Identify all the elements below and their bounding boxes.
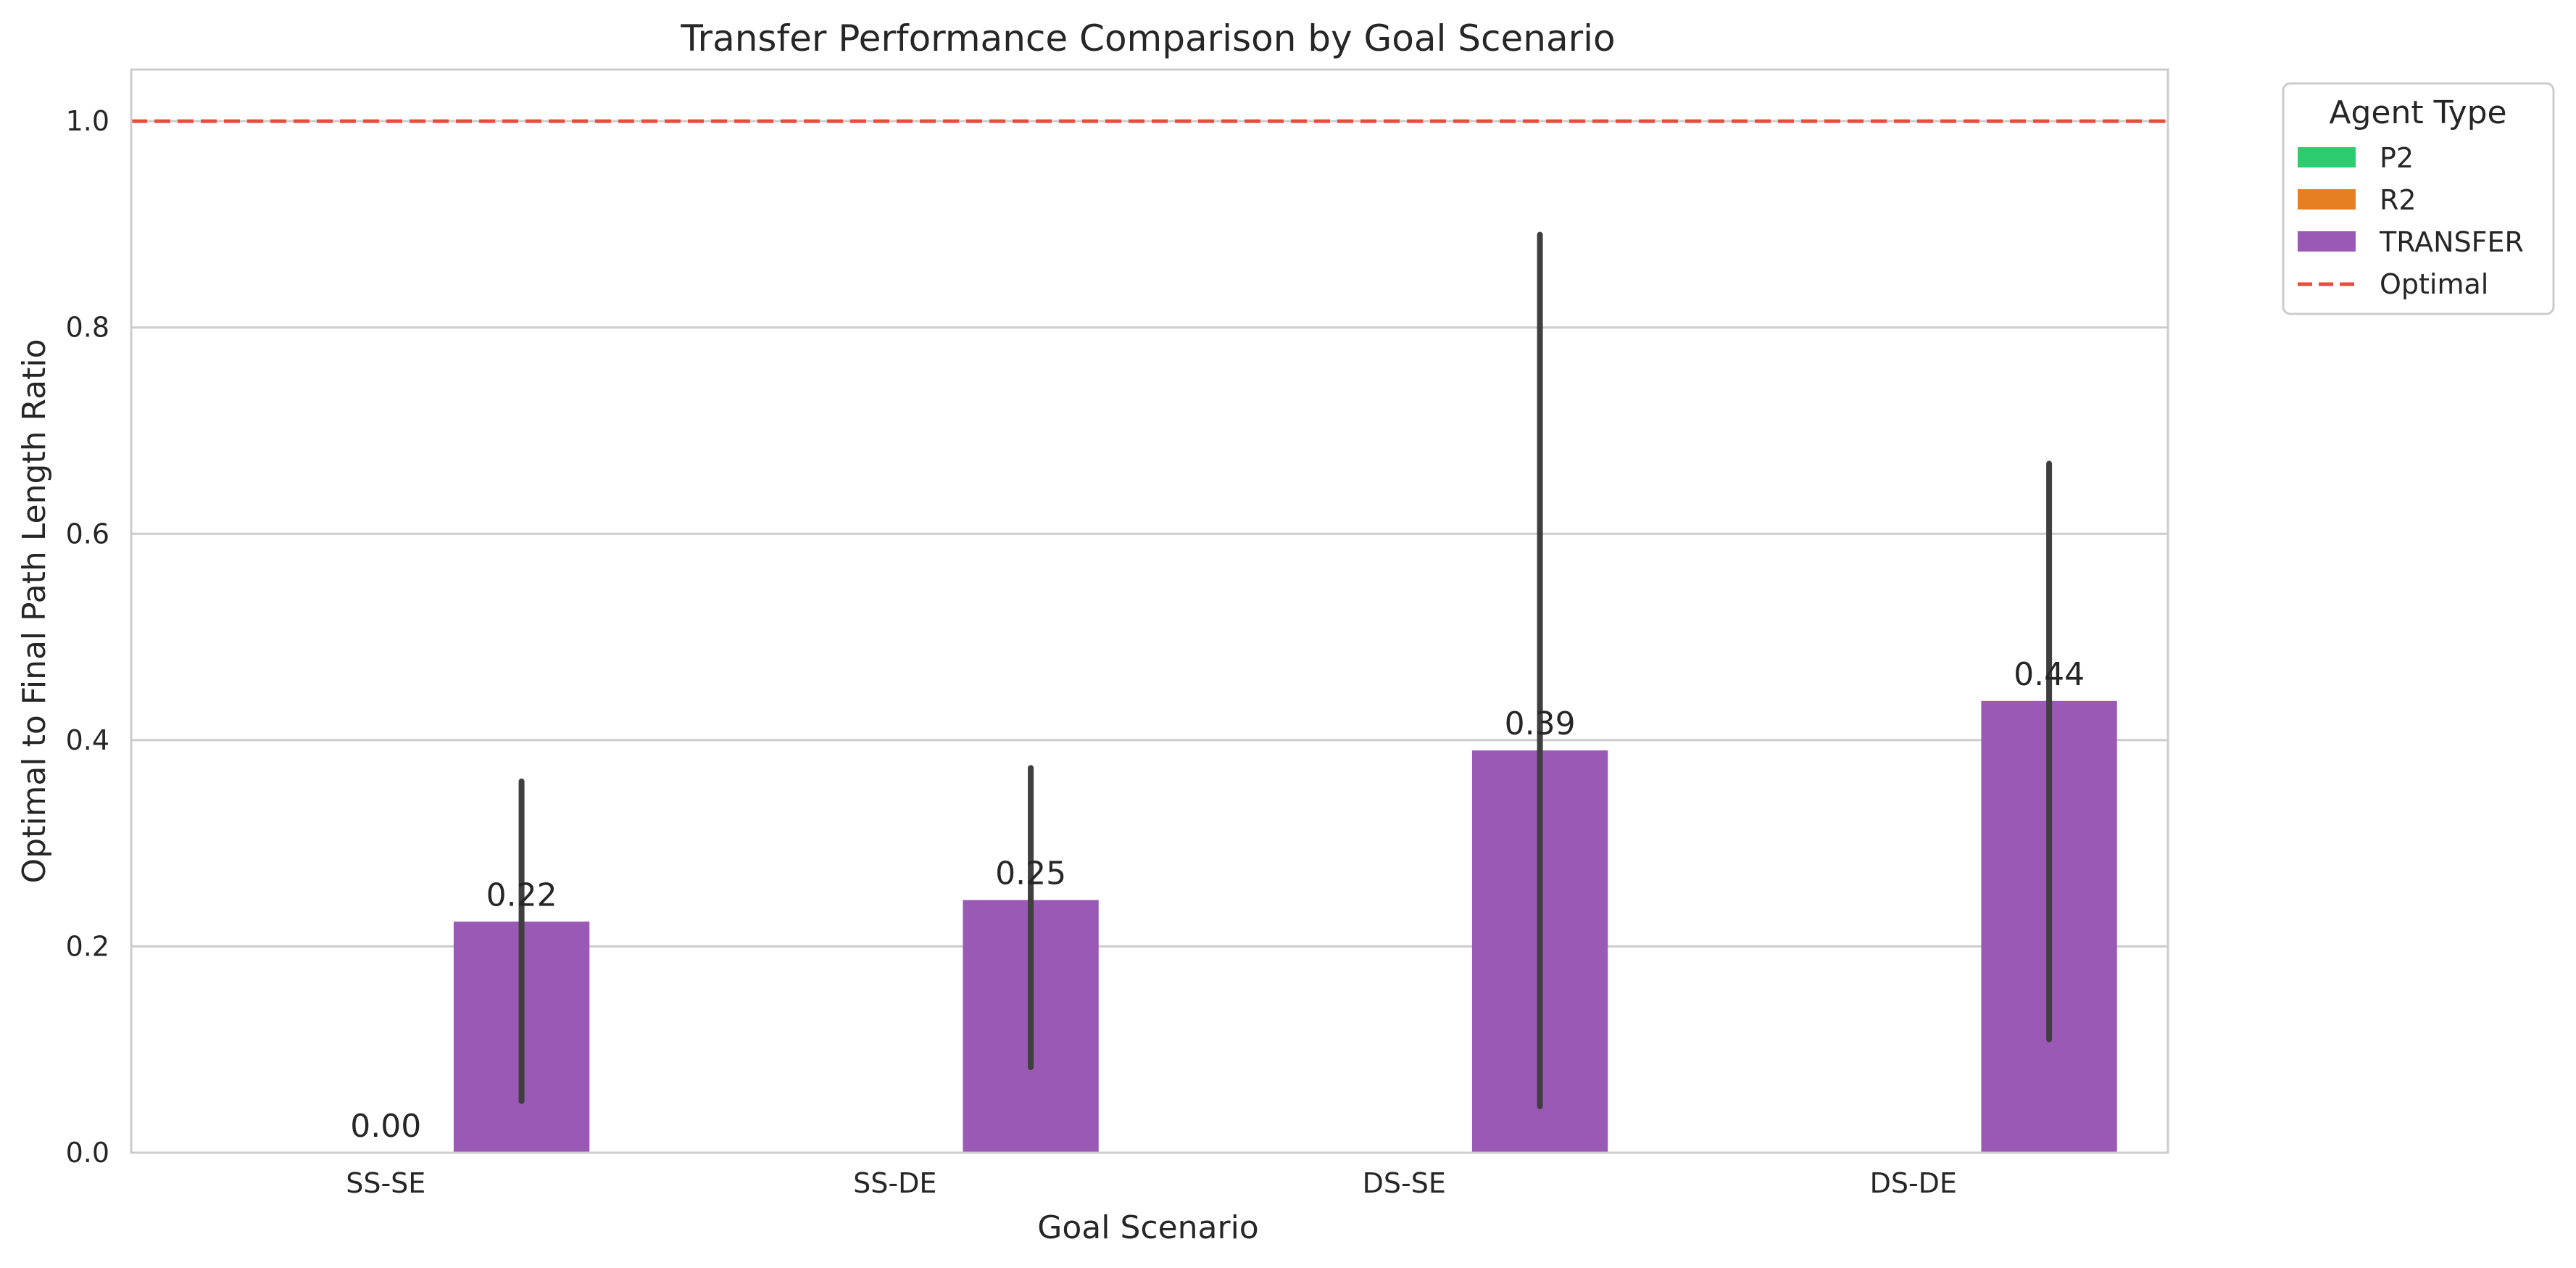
y-tick-label: 0.8: [66, 312, 109, 344]
legend: Agent Type P2 R2 TRANSFER Optimal: [2282, 82, 2555, 315]
bar-value-label: 0.00: [350, 1108, 421, 1145]
plot-frame: [130, 68, 2169, 1154]
bars-group: [453, 700, 2117, 1153]
bar-value-label: 0.22: [486, 877, 557, 913]
y-axis-label: Optimal to Final Path Length Ratio: [16, 339, 53, 884]
x-tick-label: DS-SE: [1363, 1167, 1446, 1199]
bar-value-label: 0.25: [995, 855, 1066, 892]
x-tick-label: SS-DE: [853, 1167, 936, 1199]
chart-title: Transfer Performance Comparison by Goal …: [680, 17, 1615, 59]
legend-label: TRANSFER: [2379, 226, 2524, 258]
y-tick-label: 0.6: [66, 518, 109, 550]
legend-label: R2: [2380, 184, 2417, 216]
error-bars-group: [518, 231, 2053, 1109]
x-ticks-group: SS-SE SS-DE DS-SE DS-DE: [346, 1167, 1957, 1199]
bar-value-label: 0.39: [1505, 705, 1576, 742]
legend-box: [2282, 82, 2555, 315]
legend-swatch-r2: [2298, 189, 2356, 210]
legend-label: P2: [2380, 142, 2414, 174]
y-tick-label: 1.0: [66, 105, 109, 137]
y-tick-label: 0.0: [66, 1137, 109, 1169]
x-axis-label: Goal Scenario: [1037, 1209, 1258, 1246]
legend-swatch-transfer: [2298, 231, 2356, 252]
y-tick-label: 0.2: [66, 930, 109, 962]
legend-entries: P2 R2 TRANSFER Optimal: [2298, 142, 2524, 300]
y-tick-label: 0.4: [66, 724, 109, 756]
plot-grid: [131, 120, 2168, 1154]
legend-swatch-p2: [2298, 147, 2356, 167]
y-ticks-group: 0.0 0.2 0.4 0.6 0.8 1.0: [66, 105, 109, 1169]
legend-title: Agent Type: [2329, 94, 2506, 131]
x-tick-label: SS-SE: [346, 1167, 425, 1199]
bar-labels-group: 0.00 0.22 0.25 0.39 0.44: [350, 656, 2085, 1145]
legend-label: Optimal: [2380, 268, 2488, 300]
x-tick-label: DS-DE: [1870, 1167, 1957, 1199]
bar-value-label: 0.44: [2014, 656, 2085, 693]
